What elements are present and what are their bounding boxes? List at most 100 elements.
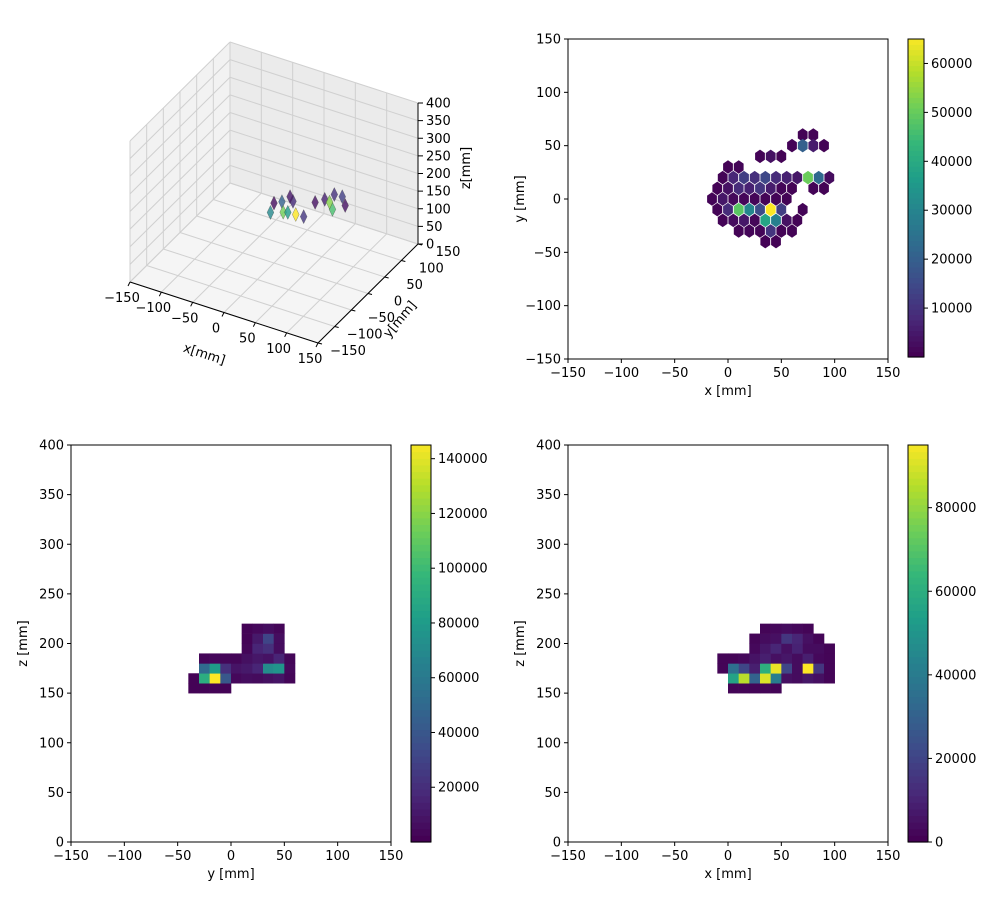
y-tick-label: 100	[39, 736, 64, 751]
heatmap-cell	[792, 623, 803, 634]
colorbar-segment	[411, 617, 431, 625]
colorbar-segment	[411, 656, 431, 664]
hexbin-cell	[717, 170, 728, 185]
colorbar-segment	[908, 341, 924, 347]
z-tick-label: 50	[426, 220, 443, 235]
colorbar-segment	[908, 696, 928, 704]
heatmap-cell	[199, 673, 210, 684]
hexbin-cell	[744, 224, 755, 238]
heatmap-cell	[792, 673, 803, 684]
x-tick-label: −50	[171, 311, 198, 326]
heatmap-cell	[263, 673, 274, 684]
hexbin-cell	[755, 202, 765, 217]
colorbar-segment	[411, 802, 431, 810]
grid-line	[163, 248, 352, 311]
heatmap-cell	[824, 673, 835, 684]
colorbar-segment	[908, 277, 924, 284]
heatmap-cell	[199, 663, 210, 674]
y-tick-label: −50	[534, 246, 561, 261]
heatmap-cell	[241, 623, 253, 634]
data-point	[292, 207, 300, 222]
y-tick-label: 400	[536, 439, 561, 454]
data-point	[311, 195, 319, 210]
colorbar-segment	[908, 597, 928, 605]
y-tick-label: 150	[436, 245, 461, 260]
y-tick-label: 150	[536, 687, 561, 702]
colorbar-segment	[411, 716, 431, 724]
heatmap-cell	[802, 663, 814, 674]
colorbar-segment	[411, 531, 431, 539]
heatmap-cell	[717, 653, 729, 664]
x-tick-label: 150	[298, 352, 323, 367]
x-tick-label: 50	[773, 849, 790, 864]
heatmap-cell	[241, 633, 253, 644]
colorbar-segment	[411, 795, 431, 803]
heatmap-cell	[252, 643, 264, 654]
hexbin-cell	[733, 224, 744, 238]
heatmap-cell	[728, 683, 739, 694]
heatmap-cell	[749, 663, 761, 674]
colorbar-segment	[908, 497, 928, 506]
colorbar-segment	[908, 139, 924, 146]
xy-hexbin-panel[interactable]: −150 −100 −50 0 50 100 150 −150 −100 −50 0 50 100 150…	[513, 33, 972, 400]
colorbar-segment	[908, 729, 928, 737]
yz-heatmap-panel[interactable]: −150 −100 −50 0 50 100 150 0 50 100 150 200 250 300 35…	[16, 439, 488, 883]
y-tick-label: −100	[347, 328, 383, 343]
y-tick	[317, 342, 323, 345]
heatmap-cell	[760, 653, 771, 664]
colorbar-segment	[908, 590, 928, 598]
colorbar-tick-label: 20000	[935, 752, 976, 767]
heatmap-cell	[824, 653, 835, 664]
colorbar-segment	[411, 590, 431, 598]
colorbar-segment	[411, 484, 431, 492]
heatmap-cell	[792, 643, 803, 654]
hexbin-cell	[765, 202, 776, 217]
hexbin-cell	[808, 181, 819, 196]
hexbin-cell	[771, 213, 781, 228]
colorbar-tick-label: 20000	[931, 253, 972, 268]
hexbin-cell	[765, 181, 776, 196]
heatmap-cell	[802, 633, 814, 644]
colorbar-segment	[908, 65, 924, 72]
heatmap-cell	[220, 683, 232, 694]
hexbin-cell	[824, 170, 835, 185]
xz-heatmap-panel[interactable]: −150 −100 −50 0 50 100 150 0 50 100 150 200 250 300 35…	[513, 439, 976, 883]
colorbar-segment	[908, 445, 928, 453]
colorbar-segment	[411, 775, 431, 784]
hexbin-cell	[776, 202, 787, 217]
hexbin-cell	[760, 192, 771, 206]
x-tick-label: 0	[212, 322, 220, 337]
hexbin-cell	[707, 192, 717, 206]
colorbar-segment	[908, 134, 924, 141]
colorbar-segment	[908, 229, 924, 236]
data-point	[286, 189, 294, 205]
y-tick-label: 250	[536, 587, 561, 602]
colorbar-segment	[908, 656, 928, 664]
colorbar-segment	[908, 240, 924, 247]
x-tick-label: −150	[550, 366, 586, 381]
colorbar-segment	[411, 557, 431, 565]
colorbar-segment	[908, 213, 924, 220]
data-point	[284, 205, 292, 220]
heatmap-cell	[781, 663, 793, 674]
data-point	[266, 205, 275, 220]
y-tick-label: 200	[39, 637, 64, 652]
hexbin-cell	[760, 234, 771, 249]
heatmap-cell	[273, 663, 285, 674]
colorbar-segment	[411, 636, 431, 645]
colorbar-segment	[908, 517, 928, 525]
data-point	[270, 195, 278, 211]
grid-line	[129, 112, 231, 212]
colorbar-segment	[908, 524, 928, 532]
colorbar-tick-label: 20000	[438, 781, 479, 796]
heatmap-cell	[199, 683, 210, 694]
heatmap-cell	[241, 643, 253, 654]
colorbar-segment	[411, 597, 431, 605]
grid-line	[229, 182, 419, 245]
hexbin-cell	[717, 213, 728, 228]
hexbin-cell	[797, 202, 808, 217]
colorbar-segment	[411, 729, 431, 737]
colorbar-segment	[908, 755, 928, 764]
hexbin-cell	[808, 128, 819, 142]
x-tick	[221, 312, 225, 317]
